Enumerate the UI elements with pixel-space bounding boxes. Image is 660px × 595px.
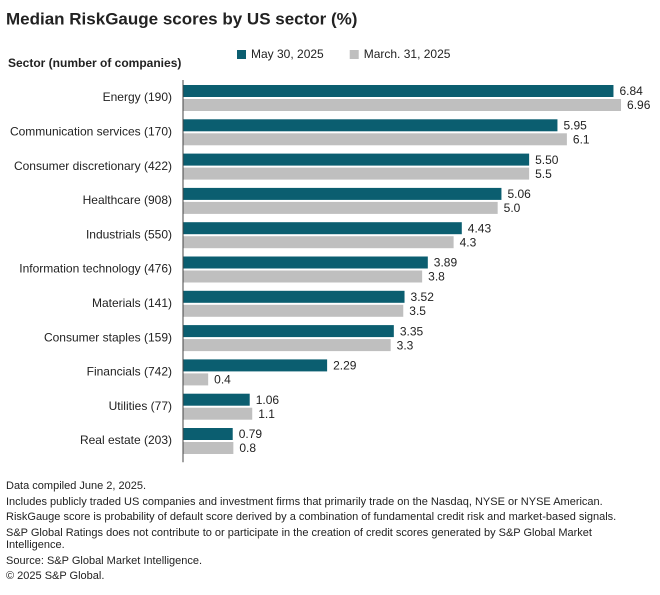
y-tick-label: Communication services (170) bbox=[10, 124, 172, 138]
data-label: 4.3 bbox=[460, 235, 477, 249]
legend-swatch bbox=[237, 50, 246, 59]
bar bbox=[183, 359, 328, 372]
bar bbox=[183, 133, 567, 146]
bar bbox=[183, 442, 234, 454]
y-tick-label: Utilities (77) bbox=[109, 399, 172, 413]
bar bbox=[183, 236, 454, 249]
bar bbox=[183, 407, 253, 420]
bar bbox=[183, 290, 405, 303]
bar bbox=[183, 373, 209, 386]
axis-title: Sector (number of companies) bbox=[8, 56, 181, 70]
y-tick-label: Information technology (476) bbox=[19, 262, 172, 276]
legend-swatch bbox=[349, 50, 359, 59]
data-label: 6.96 bbox=[627, 98, 651, 112]
data-label: 3.8 bbox=[428, 270, 445, 284]
y-tick-label: Financials (742) bbox=[87, 365, 172, 379]
data-label: 3.52 bbox=[411, 290, 435, 304]
legend-label: March. 31, 2025 bbox=[364, 47, 451, 61]
footnote: Source: S&P Global Market Intelligence. bbox=[6, 554, 203, 567]
data-label: 3.89 bbox=[434, 256, 458, 270]
data-label: 5.06 bbox=[507, 187, 531, 201]
footnote: RiskGauge score is probability of defaul… bbox=[6, 511, 617, 523]
y-tick-label: Real estate (203) bbox=[80, 433, 172, 447]
y-tick-label: Consumer discretionary (422) bbox=[14, 159, 172, 173]
bar bbox=[183, 304, 404, 317]
data-label: 1.06 bbox=[256, 393, 280, 407]
chart-title: Median RiskGauge scores by US sector (%) bbox=[6, 9, 357, 28]
data-label: 3.5 bbox=[409, 304, 426, 318]
legend-label: May 30, 2025 bbox=[251, 47, 324, 61]
y-tick-label: Materials (141) bbox=[92, 296, 172, 310]
data-label: 5.50 bbox=[535, 153, 559, 167]
bar bbox=[183, 119, 558, 132]
y-tick-label: Energy (190) bbox=[103, 90, 172, 104]
bar bbox=[183, 325, 394, 338]
footnote: Includes publicly traded US companies an… bbox=[6, 495, 603, 508]
bar bbox=[183, 256, 428, 269]
bar bbox=[183, 85, 614, 97]
bar bbox=[183, 339, 391, 352]
footnote: Data compiled June 2, 2025. bbox=[6, 480, 147, 492]
bar bbox=[183, 270, 423, 283]
data-label: 6.1 bbox=[573, 132, 590, 146]
bar bbox=[183, 393, 250, 406]
data-label: 0.79 bbox=[239, 427, 263, 441]
data-label: 0.8 bbox=[239, 441, 256, 455]
footnotes: Data compiled June 2, 2025. Includes publ… bbox=[6, 480, 646, 586]
data-label: 5.5 bbox=[535, 167, 552, 181]
bar bbox=[183, 428, 233, 440]
bar bbox=[183, 167, 530, 180]
data-label: 4.43 bbox=[468, 221, 492, 235]
data-label: 3.35 bbox=[400, 324, 424, 338]
data-label: 5.95 bbox=[563, 118, 587, 132]
bar bbox=[183, 222, 462, 235]
footnote: © 2025 S&P Global. bbox=[6, 570, 105, 582]
data-label: 5.0 bbox=[504, 201, 521, 215]
bar bbox=[183, 187, 502, 200]
y-tick-label: Healthcare (908) bbox=[83, 193, 172, 207]
bar bbox=[183, 201, 498, 214]
data-label: 2.29 bbox=[333, 359, 357, 373]
bar bbox=[183, 99, 622, 111]
y-tick-label: Industrials (550) bbox=[86, 227, 172, 241]
data-label: 3.3 bbox=[397, 338, 414, 352]
data-label: 0.4 bbox=[214, 373, 231, 387]
y-tick-label: Consumer staples (159) bbox=[44, 330, 172, 344]
footnote: S&P Global Ratings does not contribute t… bbox=[6, 526, 592, 552]
chart: Median RiskGauge scores by US sector (%)… bbox=[6, 9, 651, 463]
data-label: 1.1 bbox=[258, 407, 275, 421]
data-label: 6.84 bbox=[619, 84, 643, 98]
bar bbox=[183, 153, 530, 166]
